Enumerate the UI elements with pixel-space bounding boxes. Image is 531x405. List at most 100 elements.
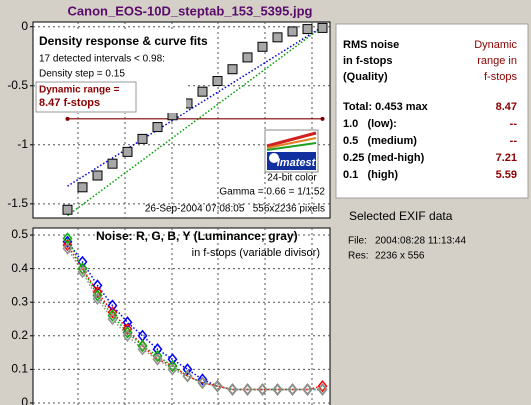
plot-area <box>32 227 331 405</box>
annotation: 26-Sep-2004 07:08:05 556x2236 pixels <box>145 204 325 215</box>
data-point <box>242 52 253 63</box>
window-title: Canon_EOS-10D_steptab_153_5395.jpg <box>68 3 313 18</box>
data-point <box>317 379 328 393</box>
data-point <box>302 383 313 396</box>
exif-value: 2004:08:28 11:13:44 <box>375 236 466 247</box>
header-text: Dynamic <box>474 39 517 51</box>
data-point <box>317 383 328 396</box>
series-line <box>67 26 323 217</box>
header-text: in f-stops <box>343 55 393 67</box>
data-point <box>92 170 103 181</box>
data-point <box>167 363 178 376</box>
row-label: 0.5 (medium) <box>343 135 417 147</box>
data-point <box>197 376 208 390</box>
data-point <box>317 22 328 33</box>
data-point <box>122 329 133 342</box>
header-text: f-stops <box>484 71 518 83</box>
marks <box>62 22 328 396</box>
row-value: -- <box>510 135 518 147</box>
row-label: Total: 0.453 max <box>343 101 429 113</box>
header-text: (Quality) <box>343 71 388 83</box>
row-label: 0.25 (med-high) <box>343 152 425 164</box>
y-tick-label: 0.2 <box>11 328 28 342</box>
row-value: 5.59 <box>496 169 517 181</box>
data-point <box>257 383 268 396</box>
data-point <box>152 349 163 363</box>
y-tick-label: -0.5 <box>7 78 28 92</box>
data-point <box>137 343 148 356</box>
annotation: Dynamic range = <box>39 85 119 96</box>
data-point <box>197 373 208 386</box>
data-point <box>62 242 73 255</box>
y-tick-label: 0 <box>21 19 28 33</box>
exif-title: Selected EXIF data <box>349 209 453 223</box>
data-point <box>182 363 193 376</box>
data-point <box>62 238 73 252</box>
data-point <box>65 116 70 121</box>
data-point <box>62 204 73 215</box>
results-panel <box>335 23 529 199</box>
data-point <box>77 265 88 279</box>
annotation: Gamma = 0.66 = 1/1.52 <box>219 187 325 198</box>
annotation: 17 detected intervals < 0.98: <box>39 54 165 65</box>
data-point <box>107 306 118 319</box>
chart-subtitle: in f-stops (variable divisor) <box>192 247 320 259</box>
header-text: RMS noise <box>343 39 399 51</box>
chart-title: Density response & curve fits <box>39 34 208 48</box>
results-table: RMS noise in f-stops (Quality) Dynamic range… <box>343 39 517 181</box>
y-tick-label: -1.5 <box>7 196 28 210</box>
data-point <box>92 285 103 299</box>
data-point <box>167 359 178 373</box>
data-point <box>320 116 325 121</box>
data-point <box>77 182 88 193</box>
data-point <box>287 383 298 396</box>
annotation: 24-bit color <box>267 173 317 184</box>
logo-text: Imatest <box>277 157 317 169</box>
data-point <box>152 353 163 366</box>
data-point <box>302 24 313 35</box>
y-tick-label: 0.1 <box>11 362 28 376</box>
data-point <box>257 41 268 52</box>
row-value: -- <box>510 118 518 130</box>
y-tick-label: 0.3 <box>11 294 28 308</box>
exif-label: Res: <box>348 251 369 262</box>
data-point <box>92 292 103 306</box>
dynamic-range-box <box>35 81 137 113</box>
data-point <box>137 339 148 353</box>
y-tick-label: -1 <box>17 137 28 151</box>
chart-title: Noise: R, G, B, Y (Luminance; gray) <box>96 229 298 243</box>
series-line <box>66 248 323 391</box>
data-point <box>242 383 253 396</box>
row-value: 8.47 <box>496 101 517 113</box>
row-value: 7.21 <box>496 152 517 164</box>
data-point <box>107 158 118 169</box>
data-point <box>122 326 133 339</box>
data-point <box>227 64 238 75</box>
grid: 0 -0.5 -1 -1.5 0 0.1 0.2 0.3 0.4 0.5 <box>7 19 330 405</box>
y-tick-label: 0.4 <box>11 261 28 275</box>
exif-label: File: <box>348 236 367 247</box>
data-point <box>272 32 283 43</box>
annotation: Density step = 0.15 <box>39 69 125 80</box>
data-point <box>107 309 118 322</box>
data-point <box>122 146 133 157</box>
exif-value: 2236 x 556 <box>375 251 425 262</box>
data-point <box>272 383 283 396</box>
logo: Imatest <box>264 129 319 173</box>
data-point <box>197 86 208 97</box>
annotation: 8.47 f-stops <box>39 97 100 109</box>
data-point <box>212 379 223 393</box>
row-label: 0.1 (high) <box>343 169 398 181</box>
y-tick-label: 0 <box>21 395 28 405</box>
data-point <box>137 133 148 144</box>
row-label: 1.0 (low): <box>343 118 397 130</box>
data-point <box>227 383 238 396</box>
data-point <box>122 322 133 336</box>
data-point <box>212 76 223 87</box>
data-point <box>107 312 118 326</box>
data-point <box>152 122 163 133</box>
data-point <box>182 369 193 383</box>
y-tick-label: 0.5 <box>11 227 28 241</box>
header-text: range in <box>477 55 517 67</box>
